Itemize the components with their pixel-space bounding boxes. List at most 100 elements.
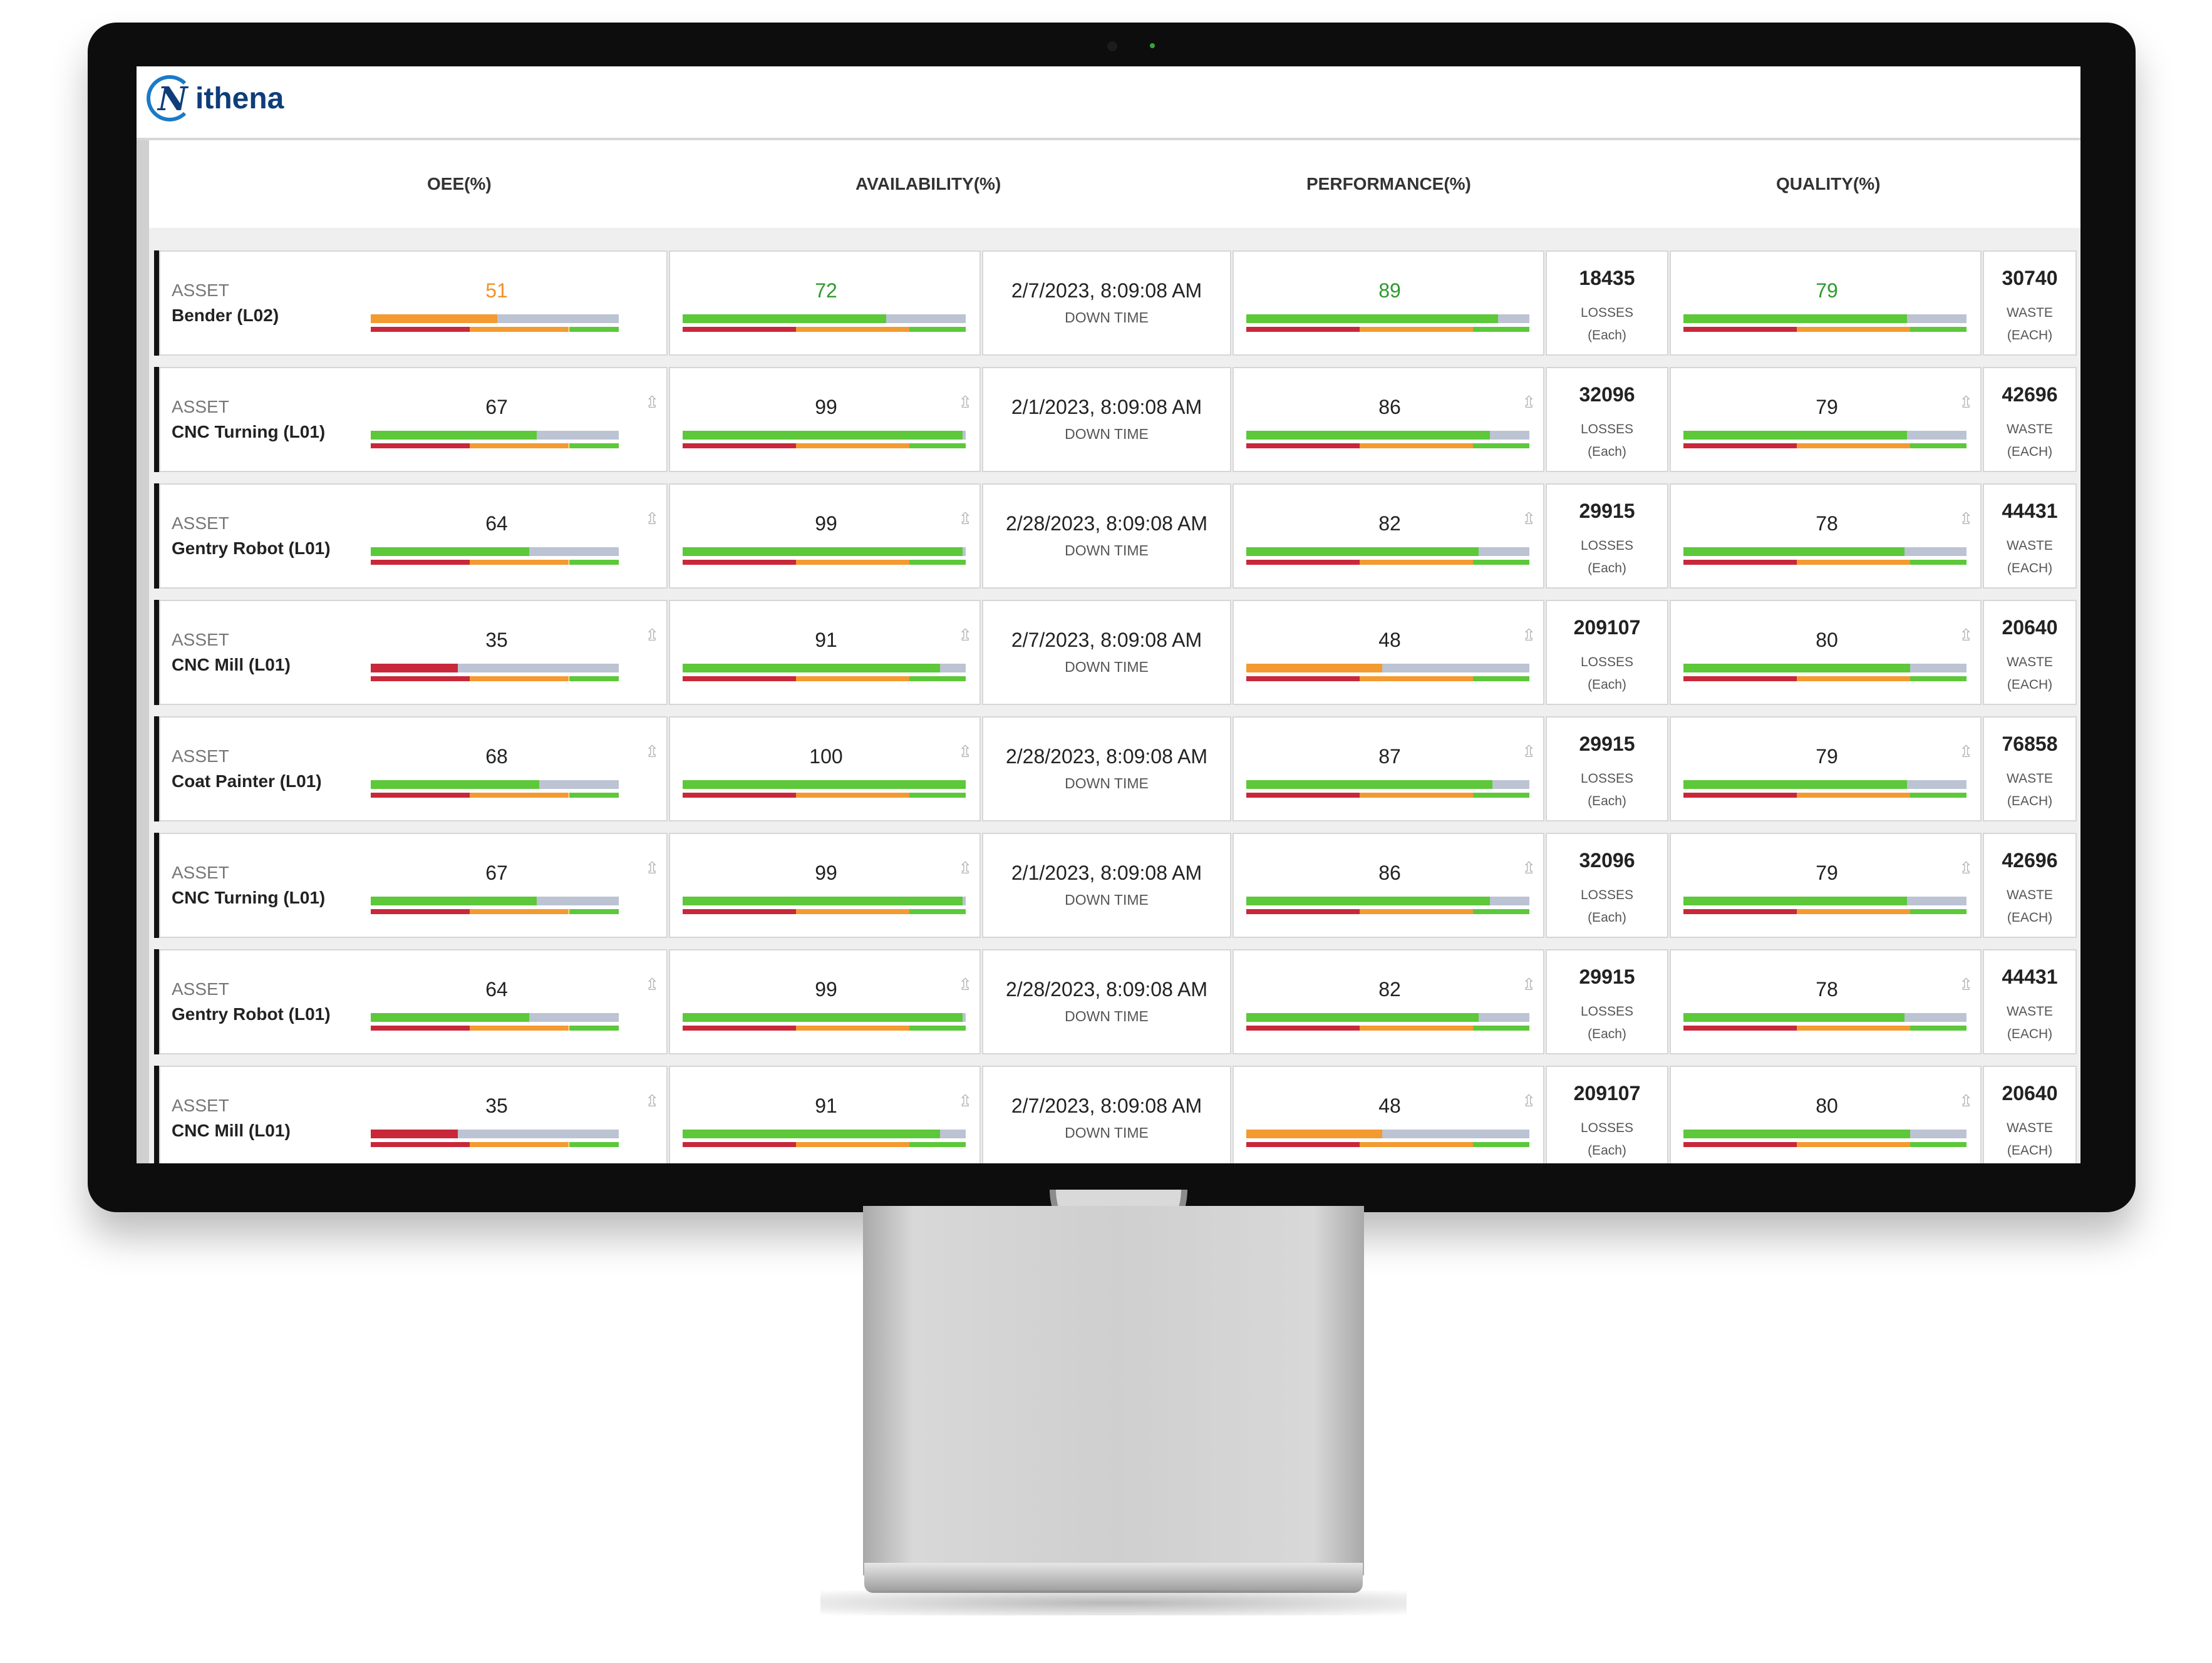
- progress-bar-fill: [1246, 1013, 1479, 1022]
- expand-icon[interactable]: ⇫: [1522, 976, 1536, 994]
- downtime-label: DOWN TIME: [1065, 892, 1149, 908]
- expand-icon[interactable]: ⇫: [645, 859, 659, 878]
- threshold-segment: [796, 443, 909, 448]
- progress-bar: [371, 897, 619, 905]
- threshold-segment: [683, 443, 796, 448]
- table-row[interactable]: ASSET Coat Painter (L01) 68 ⇫ 100 ⇫ 2/28/2023,…: [154, 716, 2077, 821]
- availability-cell[interactable]: 72: [669, 250, 981, 356]
- availability-cell[interactable]: 99 ⇫: [669, 833, 981, 938]
- camera-led-icon: [1150, 43, 1155, 48]
- quality-cell[interactable]: 79 ⇫: [1670, 716, 1982, 821]
- expand-icon[interactable]: ⇫: [645, 393, 659, 412]
- expand-icon[interactable]: ⇫: [958, 859, 972, 878]
- quality-cell[interactable]: 80 ⇫: [1670, 1066, 1982, 1163]
- performance-cell[interactable]: 87 ⇫: [1233, 716, 1544, 821]
- expand-icon[interactable]: ⇫: [1522, 743, 1536, 761]
- expand-icon[interactable]: ⇫: [1522, 626, 1536, 645]
- expand-icon[interactable]: ⇫: [645, 626, 659, 645]
- losses-value: 209107: [1573, 616, 1641, 639]
- availability-cell[interactable]: 99 ⇫: [669, 483, 981, 589]
- losses-label: LOSSES: [1580, 655, 1634, 669]
- waste-unit: (EACH): [2007, 445, 2053, 459]
- waste-cell: 42696 WASTE (EACH): [1983, 833, 2077, 938]
- table-row[interactable]: ASSET CNC Turning (L01) 67 ⇫ 99 ⇫ 2/1/2023, 8:…: [154, 833, 2077, 938]
- threshold-segment: [371, 909, 470, 914]
- oee-metric: 35: [358, 601, 635, 704]
- expand-icon[interactable]: ⇫: [1959, 859, 1973, 878]
- expand-icon[interactable]: ⇫: [1522, 859, 1536, 878]
- threshold-segment: [683, 327, 796, 332]
- performance-cell[interactable]: 89: [1233, 250, 1544, 356]
- availability-cell[interactable]: 91 ⇫: [669, 600, 981, 705]
- expand-icon[interactable]: ⇫: [958, 393, 972, 412]
- expand-icon[interactable]: ⇫: [1959, 393, 1973, 412]
- logo-text[interactable]: ithena: [195, 82, 284, 115]
- expand-icon[interactable]: ⇫: [1959, 626, 1973, 645]
- waste-label: WASTE: [2007, 888, 2053, 902]
- expand-icon[interactable]: ⇫: [1522, 393, 1536, 412]
- asset-cell[interactable]: ASSET Gentry Robot (L01) 64 ⇫: [159, 949, 668, 1054]
- asset-cell[interactable]: ASSET Gentry Robot (L01) 64 ⇫: [159, 483, 668, 589]
- asset-cell[interactable]: ASSET Bender (L02) 51: [159, 250, 668, 356]
- asset-cell[interactable]: ASSET CNC Turning (L01) 67 ⇫: [159, 367, 668, 472]
- table-row[interactable]: ASSET CNC Turning (L01) 67 ⇫ 99 ⇫ 2/1/2023, 8:…: [154, 367, 2077, 472]
- performance-cell[interactable]: 82 ⇫: [1233, 949, 1544, 1054]
- expand-icon[interactable]: ⇫: [1959, 743, 1973, 761]
- table-row[interactable]: ASSET CNC Mill (L01) 35 ⇫ 91 ⇫ 2/7/2023, 8:09:…: [154, 600, 2077, 705]
- quality-cell[interactable]: 78 ⇫: [1670, 483, 1982, 589]
- waste-value: 30740: [2002, 267, 2058, 289]
- threshold-segment: [909, 676, 966, 681]
- expand-icon[interactable]: ⇫: [1522, 1092, 1536, 1111]
- losses-value: 209107: [1573, 1082, 1641, 1104]
- performance-cell[interactable]: 48 ⇫: [1233, 600, 1544, 705]
- quality-cell[interactable]: 79: [1670, 250, 1982, 356]
- availability-cell[interactable]: 99 ⇫: [669, 367, 981, 472]
- losses-value: 29915: [1579, 500, 1635, 522]
- asset-cell[interactable]: ASSET CNC Mill (L01) 35 ⇫: [159, 600, 668, 705]
- asset-cell[interactable]: ASSET Coat Painter (L01) 68 ⇫: [159, 716, 668, 821]
- table-row[interactable]: ASSET CNC Mill (L01) 35 ⇫ 91 ⇫ 2/7/2023, 8:09:…: [154, 1066, 2077, 1163]
- waste-cell: 44431 WASTE (EACH): [1983, 483, 2077, 589]
- expand-icon[interactable]: ⇫: [958, 1092, 972, 1111]
- expand-icon[interactable]: ⇫: [958, 626, 972, 645]
- expand-icon[interactable]: ⇫: [958, 743, 972, 761]
- quality-cell[interactable]: 80 ⇫: [1670, 600, 1982, 705]
- waste-value: 44431: [2002, 500, 2058, 522]
- table-row[interactable]: ASSET Bender (L02) 51 72 2/7/2023, 8:09:08 A…: [154, 250, 2077, 356]
- performance-cell[interactable]: 86 ⇫: [1233, 833, 1544, 938]
- expand-icon[interactable]: ⇫: [1959, 1092, 1973, 1111]
- progress-bar: [1246, 1013, 1529, 1022]
- threshold-segment: [1797, 443, 1910, 448]
- availability-cell[interactable]: 100 ⇫: [669, 716, 981, 821]
- expand-icon[interactable]: ⇫: [1522, 510, 1536, 528]
- threshold-segment: [569, 1142, 619, 1147]
- table-row[interactable]: ASSET Gentry Robot (L01) 64 ⇫ 99 ⇫ 2/28/2023, …: [154, 483, 2077, 589]
- threshold-segment: [470, 676, 569, 681]
- availability-cell[interactable]: 99 ⇫: [669, 949, 981, 1054]
- quality-cell[interactable]: 78 ⇫: [1670, 949, 1982, 1054]
- threshold-segment: [470, 909, 569, 914]
- quality-cell[interactable]: 79 ⇫: [1670, 833, 1982, 938]
- threshold-segment: [470, 793, 569, 798]
- expand-icon[interactable]: ⇫: [645, 1092, 659, 1111]
- expand-icon[interactable]: ⇫: [958, 976, 972, 994]
- performance-cell[interactable]: 48 ⇫: [1233, 1066, 1544, 1163]
- performance-cell[interactable]: 82 ⇫: [1233, 483, 1544, 589]
- table-row[interactable]: ASSET Gentry Robot (L01) 64 ⇫ 99 ⇫ 2/28/2023, …: [154, 949, 2077, 1054]
- threshold-segment: [1797, 560, 1910, 565]
- expand-icon[interactable]: ⇫: [645, 976, 659, 994]
- threshold-segment: [1360, 560, 1473, 565]
- expand-icon[interactable]: ⇫: [645, 510, 659, 528]
- downtime-date: 2/28/2023, 8:09:08 AM: [1005, 512, 1208, 535]
- quality-cell[interactable]: 79 ⇫: [1670, 367, 1982, 472]
- performance-cell[interactable]: 86 ⇫: [1233, 367, 1544, 472]
- asset-cell[interactable]: ASSET CNC Mill (L01) 35 ⇫: [159, 1066, 668, 1163]
- asset-cell[interactable]: ASSET CNC Turning (L01) 67 ⇫: [159, 833, 668, 938]
- availability-cell[interactable]: 91 ⇫: [669, 1066, 981, 1163]
- expand-icon[interactable]: ⇫: [1959, 976, 1973, 994]
- threshold-segment: [1473, 1026, 1529, 1031]
- expand-icon[interactable]: ⇫: [645, 743, 659, 761]
- expand-icon[interactable]: ⇫: [958, 510, 972, 528]
- expand-icon[interactable]: ⇫: [1959, 510, 1973, 528]
- asset-name: CNC Mill (L01): [172, 1121, 291, 1140]
